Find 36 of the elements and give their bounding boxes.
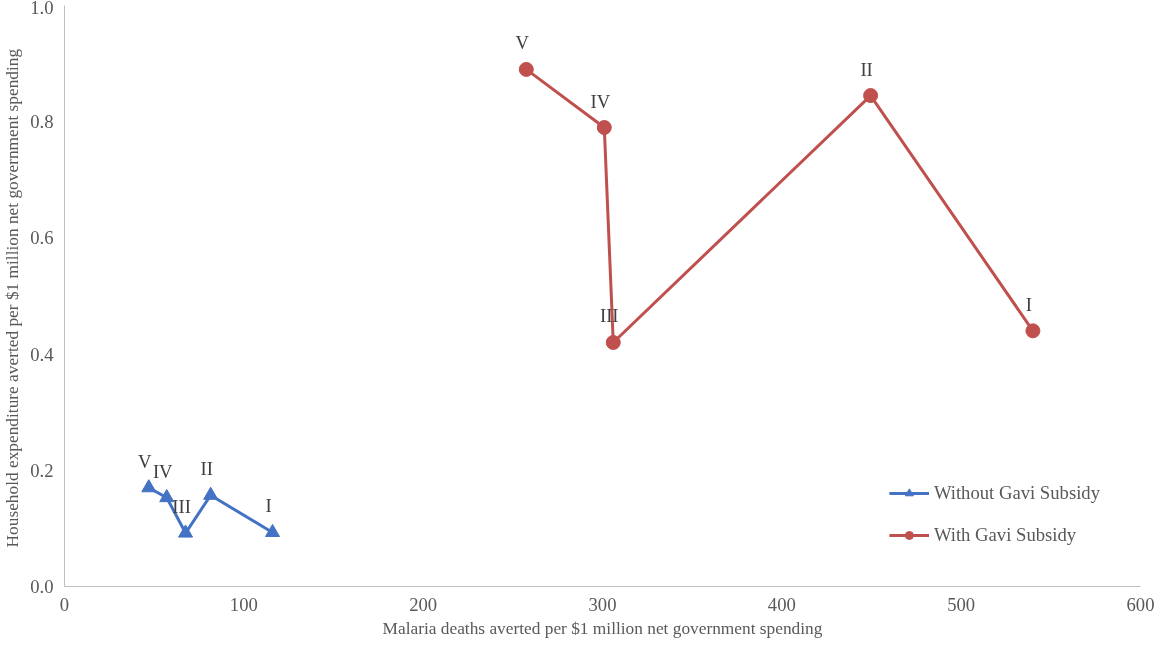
- x-tick-label: 500: [947, 593, 976, 615]
- legend-label: With Gavi Subsidy: [933, 524, 1077, 546]
- y-axis-title: Household expenditure averted per $1 million net government spending: [3, 48, 23, 548]
- annotation: I: [1025, 293, 1033, 315]
- x-tick-label: 600: [1126, 593, 1155, 615]
- point: [605, 334, 621, 350]
- annotation: IV: [152, 460, 174, 482]
- point: [159, 489, 175, 503]
- point: [203, 486, 219, 500]
- point: [863, 88, 879, 104]
- y-tick-label: 0.4: [30, 343, 55, 365]
- y-tick-label: 0.2: [30, 459, 54, 481]
- x-tick-label: 300: [588, 593, 617, 615]
- x-tick-label: 400: [767, 593, 796, 615]
- annotation: III: [172, 496, 191, 518]
- x-axis-title: Malaria deaths averted per $1 million net government spending: [382, 618, 823, 638]
- point: [596, 120, 612, 135]
- annotation: II: [860, 58, 873, 80]
- y-tick-label: 0.0: [30, 576, 54, 597]
- y-tick-label: 1.0: [30, 0, 54, 18]
- annotation: I: [265, 495, 272, 517]
- annotation: V: [515, 32, 530, 54]
- point: [518, 61, 534, 77]
- point: [178, 524, 194, 538]
- point: [265, 523, 281, 538]
- point: [141, 479, 157, 493]
- legend-label: Without Gavi Subsidy: [933, 482, 1100, 504]
- x-tick-label: 100: [229, 593, 258, 615]
- x-tick-label: 200: [409, 593, 438, 615]
- annotation: IV: [590, 90, 611, 112]
- annotation: II: [200, 458, 213, 480]
- y-tick-label: 0.6: [30, 227, 54, 249]
- y-tick-label: 0.8: [30, 111, 54, 133]
- annotation: V: [138, 450, 153, 472]
- point: [1025, 323, 1041, 339]
- x-tick-label: 0: [59, 593, 70, 615]
